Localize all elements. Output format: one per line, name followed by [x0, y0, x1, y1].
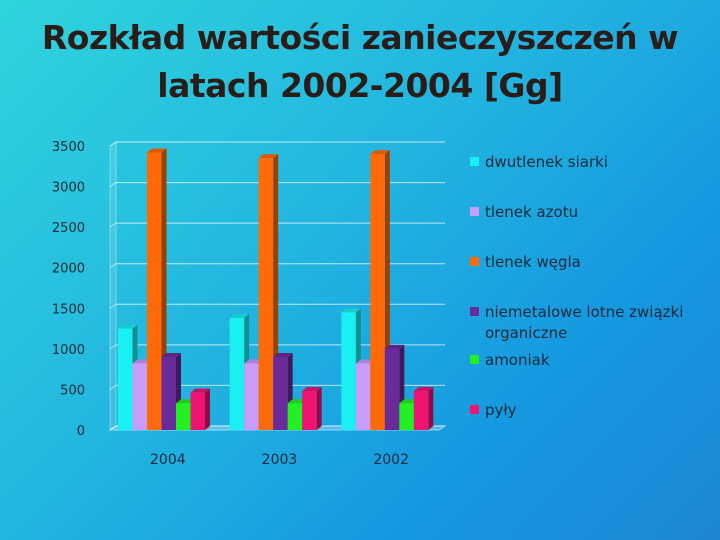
legend-label: tlenek węgla	[485, 253, 581, 271]
gridline-depth	[109, 222, 117, 228]
gridline-depth	[109, 303, 117, 309]
bar	[229, 318, 245, 430]
y-tick-label: 1500	[52, 302, 85, 317]
y-tick-label: 0	[77, 424, 85, 439]
bar-top	[161, 352, 181, 357]
gridline-depth	[109, 141, 117, 147]
bar-top	[118, 324, 138, 329]
legend-label: dwutlenek siarki	[485, 153, 608, 171]
x-tick-label: 2002	[373, 452, 409, 468]
bar-side	[316, 387, 322, 430]
bar	[413, 391, 429, 430]
bar-top	[258, 154, 279, 159]
bar	[302, 391, 317, 430]
gridline-depth	[109, 182, 117, 187]
x-tick-label: 2004	[150, 452, 186, 468]
chart-title-line-1: Rozkład wartości zanieczyszczeń w	[41, 18, 679, 57]
bar	[273, 356, 288, 430]
bar-top	[190, 388, 210, 393]
legend-swatch	[470, 307, 479, 316]
legend-swatch	[470, 207, 479, 216]
bar	[190, 392, 205, 430]
bar-side	[428, 387, 434, 430]
x-tick-label: 2003	[262, 452, 298, 468]
y-tick-label: 3500	[52, 140, 85, 155]
bar	[258, 158, 274, 430]
bar	[118, 328, 133, 430]
bar	[287, 403, 303, 430]
side-wall	[109, 141, 117, 431]
bar	[384, 348, 400, 430]
bar	[147, 152, 162, 430]
bar-top	[273, 352, 293, 357]
bar-top	[302, 387, 322, 392]
legend-swatch	[470, 157, 479, 166]
gridline-depth	[109, 344, 117, 350]
bar	[355, 363, 371, 430]
legend-label: tlenek azotu	[485, 203, 579, 221]
gridline-depth	[109, 425, 117, 431]
y-tick-label: 2500	[52, 221, 85, 236]
legend-label: pyły	[485, 401, 517, 419]
legend-label: niemetalowe lotne związki organiczne	[485, 303, 684, 342]
bar	[341, 312, 356, 430]
bar	[176, 403, 191, 430]
y-tick-label: 3000	[52, 181, 85, 196]
gridline-depth	[109, 263, 117, 269]
bar	[244, 363, 259, 430]
legend-swatch	[470, 355, 479, 364]
gridline-depth	[109, 385, 117, 390]
bar-top	[370, 150, 390, 155]
bar-side	[205, 388, 210, 430]
bar-top	[229, 314, 250, 319]
legend-label: amoniak	[485, 351, 550, 369]
chart-title: Rozkład wartości zanieczyszczeń w latach…	[0, 14, 720, 110]
bar-top	[147, 148, 167, 153]
legend-swatch	[470, 405, 479, 414]
bar	[132, 363, 147, 430]
bar-top	[413, 387, 434, 392]
y-tick-label: 2000	[52, 262, 85, 277]
y-tick-label: 1000	[52, 343, 85, 358]
bar-top	[341, 308, 361, 313]
chart-title-line-2: latach 2002-2004 [Gg]	[157, 66, 563, 105]
y-tick-label: 500	[60, 383, 85, 398]
bar	[161, 356, 176, 430]
bar	[399, 403, 414, 430]
legend-swatch	[470, 257, 479, 266]
bar-top	[384, 344, 405, 349]
bar	[370, 154, 385, 430]
